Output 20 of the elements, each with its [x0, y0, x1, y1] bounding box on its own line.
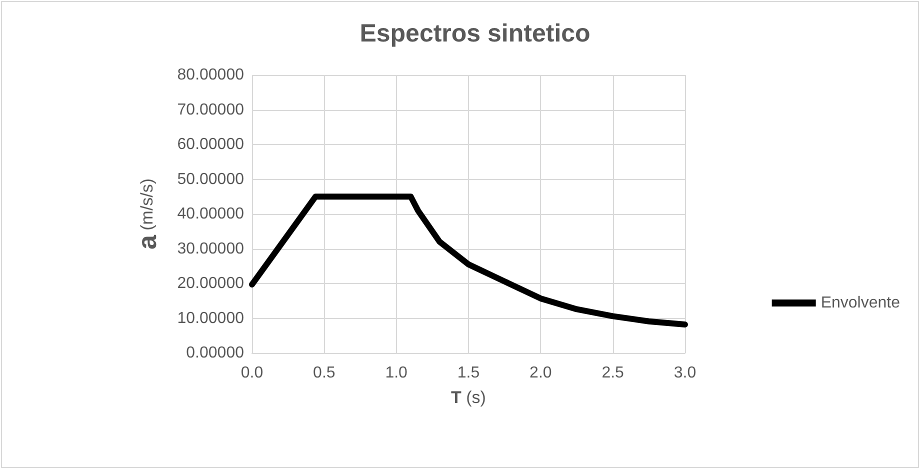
x-tick-label: 1.5 [457, 364, 480, 382]
x-tick-label: 3.0 [674, 364, 696, 382]
y-tick-label: 0.00000 [186, 344, 244, 362]
y-tick-label: 80.00000 [177, 66, 244, 84]
y-tick-label: 20.00000 [177, 275, 244, 292]
x-tick-label: 0.5 [313, 364, 336, 382]
x-tick-label: 2.5 [602, 364, 624, 382]
x-axis-title: T (s) [451, 388, 486, 407]
y-tick-label: 10.00000 [177, 310, 244, 327]
x-tick-label: 2.0 [530, 364, 552, 382]
y-tick-label: 70.00000 [177, 101, 244, 118]
x-tick-label: 1.0 [385, 364, 408, 382]
y-axis-title: a (m/s/s) [132, 178, 162, 250]
y-tick-label: 40.00000 [177, 206, 244, 222]
y-tick-label: 30.00000 [177, 240, 244, 258]
chart-title: Espectros sintetico [360, 20, 590, 48]
y-tick-label: 60.00000 [177, 136, 244, 153]
y-tick-label: 50.00000 [177, 170, 244, 188]
x-tick-label: 0.0 [240, 364, 264, 382]
legend-label: Envolvente [820, 294, 900, 312]
